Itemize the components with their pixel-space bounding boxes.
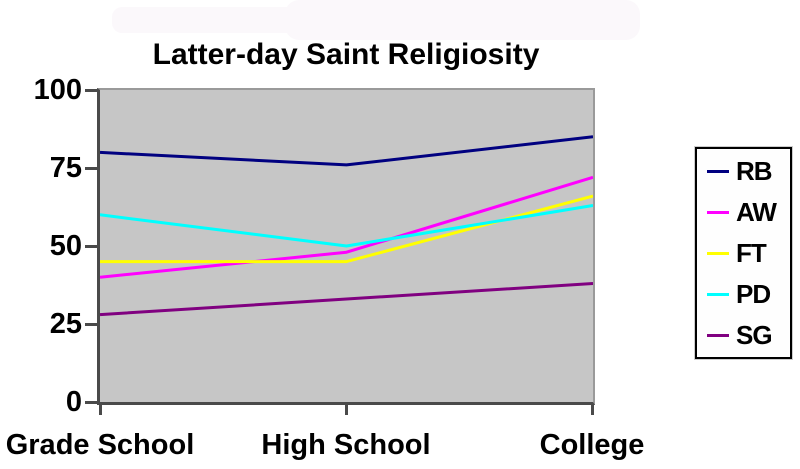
x-tick — [99, 405, 102, 415]
plot-area — [97, 88, 595, 405]
y-axis-label-0: 0 — [65, 386, 82, 418]
legend-label: PD — [736, 279, 771, 309]
legend-swatch-sg — [707, 333, 729, 337]
legend-item-rb: RB — [697, 151, 790, 192]
legend: RB AW FT PD SG — [695, 147, 792, 359]
background-artifact — [112, 7, 322, 33]
y-axis-label-50: 50 — [49, 230, 82, 262]
y-axis-label-25: 25 — [49, 308, 82, 340]
y-tick — [85, 167, 97, 170]
legend-item-aw: AW — [697, 192, 790, 233]
legend-item-ft: FT — [697, 233, 790, 274]
y-tick — [85, 323, 97, 326]
series-lines — [100, 135, 593, 317]
x-axis-label-high-school: High School — [261, 429, 431, 461]
y-axis-label-100: 100 — [33, 74, 82, 106]
series-line-pd — [100, 203, 593, 248]
legend-swatch-rb — [707, 169, 729, 173]
x-tick — [345, 405, 348, 415]
legend-swatch-pd — [707, 292, 729, 296]
legend-swatch-ft — [707, 251, 729, 255]
series-line-sg — [100, 281, 593, 317]
x-axis-label-college: College — [539, 429, 645, 461]
x-tick — [591, 405, 594, 415]
legend-item-sg: SG — [697, 315, 790, 356]
x-axis-label-grade-school: Grade School — [5, 429, 195, 461]
legend-label: AW — [736, 197, 777, 227]
legend-label: SG — [736, 320, 773, 350]
legend-label: FT — [736, 238, 767, 268]
series-line-rb — [100, 135, 593, 167]
series-line-aw — [100, 175, 593, 279]
chart-title: Latter-day Saint Religiosity — [152, 38, 540, 71]
y-axis-label-75: 75 — [49, 152, 82, 184]
legend-swatch-aw — [707, 210, 729, 214]
y-tick — [85, 245, 97, 248]
legend-item-pd: PD — [697, 274, 790, 315]
legend-label: RB — [736, 156, 773, 186]
background-artifact — [285, 0, 640, 40]
y-tick — [85, 401, 97, 404]
y-tick — [85, 89, 97, 92]
